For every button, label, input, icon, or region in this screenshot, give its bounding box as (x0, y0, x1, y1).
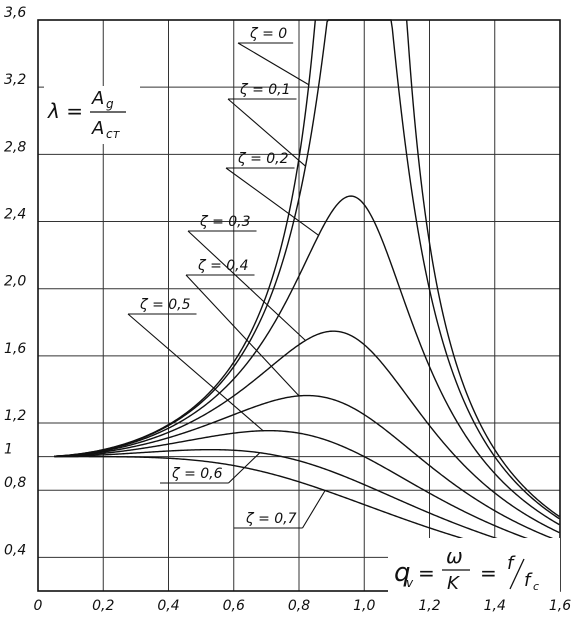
series-label-leader (127, 313, 264, 432)
series-label-leader (227, 98, 306, 167)
series-line-5 (54, 429, 560, 550)
y-formula-num-sub: g (106, 97, 114, 111)
x-tick-label: 1,2 (418, 598, 440, 614)
x-tick-label: 1,0 (353, 598, 375, 614)
x-tick-label: 0,8 (288, 598, 310, 614)
x-formula-lhs: q (394, 558, 411, 588)
y-formula-lhs: λ = (47, 99, 83, 123)
series-label-leader (302, 490, 326, 529)
y-tick-label: 0,4 (4, 542, 26, 558)
series-label-0: ζ = 0 (249, 26, 287, 42)
series-line-6 (54, 448, 560, 558)
y-formula-num: A (91, 88, 104, 109)
plot-frame (37, 19, 561, 592)
series-label-leader (185, 274, 300, 397)
x-formula-eq2: = (480, 561, 497, 585)
series-label-1: ζ = 0,1 (239, 82, 291, 98)
y-tick-label: 1,2 (4, 408, 26, 424)
x-tick-label: 1,6 (549, 598, 571, 614)
tick-labels: 0 0,2 0,4 0,6 0,8 1,0 1,2 1,4 1,6 3,6 3,2 2,8 2,4 2,0… (4, 5, 571, 614)
series-label-leader (187, 230, 306, 341)
x-formula-fc-sub: c (533, 580, 539, 593)
y-tick-label: 1,6 (4, 341, 26, 357)
x-formula-slash (509, 558, 525, 590)
x-tick-label: 1,4 (484, 598, 506, 614)
x-formula-den: K (447, 573, 460, 594)
y-tick-label: 1 (4, 442, 13, 458)
y-formula-den: A (91, 118, 104, 139)
series-label-leader (237, 42, 310, 86)
x-formula-fc: f (524, 570, 533, 591)
x-tick-label: 0 (34, 598, 43, 614)
y-tick-label: 0,8 (4, 475, 26, 491)
x-formula: q v = ω K = f f c (388, 538, 560, 594)
x-formula-f: f (507, 553, 516, 574)
series-labels: ζ = 0 ζ = 0,1 ζ = 0,2 ζ = 0,3 ζ = 0,4 ζ = 0,5… (127, 26, 326, 529)
series-label-2: ζ = 0,2 (237, 151, 289, 167)
series-label-6: ζ = 0,6 (171, 466, 223, 482)
y-tick-label: 3,2 (4, 72, 26, 88)
y-tick-label: 2,0 (4, 274, 26, 290)
y-tick-label: 2,8 (4, 139, 26, 155)
y-formula: λ = A g A ст (44, 86, 140, 144)
x-formula-eq: = (418, 561, 435, 585)
y-tick-label: 2,4 (4, 207, 26, 223)
y-tick-label: 3,6 (4, 5, 26, 21)
x-formula-lhs-sub: v (406, 576, 414, 590)
series-line-1 (54, 19, 560, 520)
series-label-leader (228, 452, 261, 484)
y-formula-den-sub: ст (106, 127, 121, 141)
x-formula-num: ω (446, 544, 463, 568)
series-label-4: ζ = 0,4 (197, 258, 249, 274)
x-tick-label: 0,4 (157, 598, 179, 614)
x-tick-label: 0,2 (92, 598, 114, 614)
series-label-5: ζ = 0,5 (139, 297, 191, 313)
x-tick-label: 0,6 (223, 598, 245, 614)
series-line-4 (54, 394, 560, 542)
curves (54, 19, 560, 564)
series-label-leader (225, 167, 319, 236)
series-label-7: ζ = 0,7 (245, 511, 297, 527)
series-line-2 (54, 195, 560, 526)
series-line-0 (405, 19, 560, 518)
series-line-3 (54, 330, 560, 534)
series-label-3: ζ = 0,3 (199, 214, 251, 230)
